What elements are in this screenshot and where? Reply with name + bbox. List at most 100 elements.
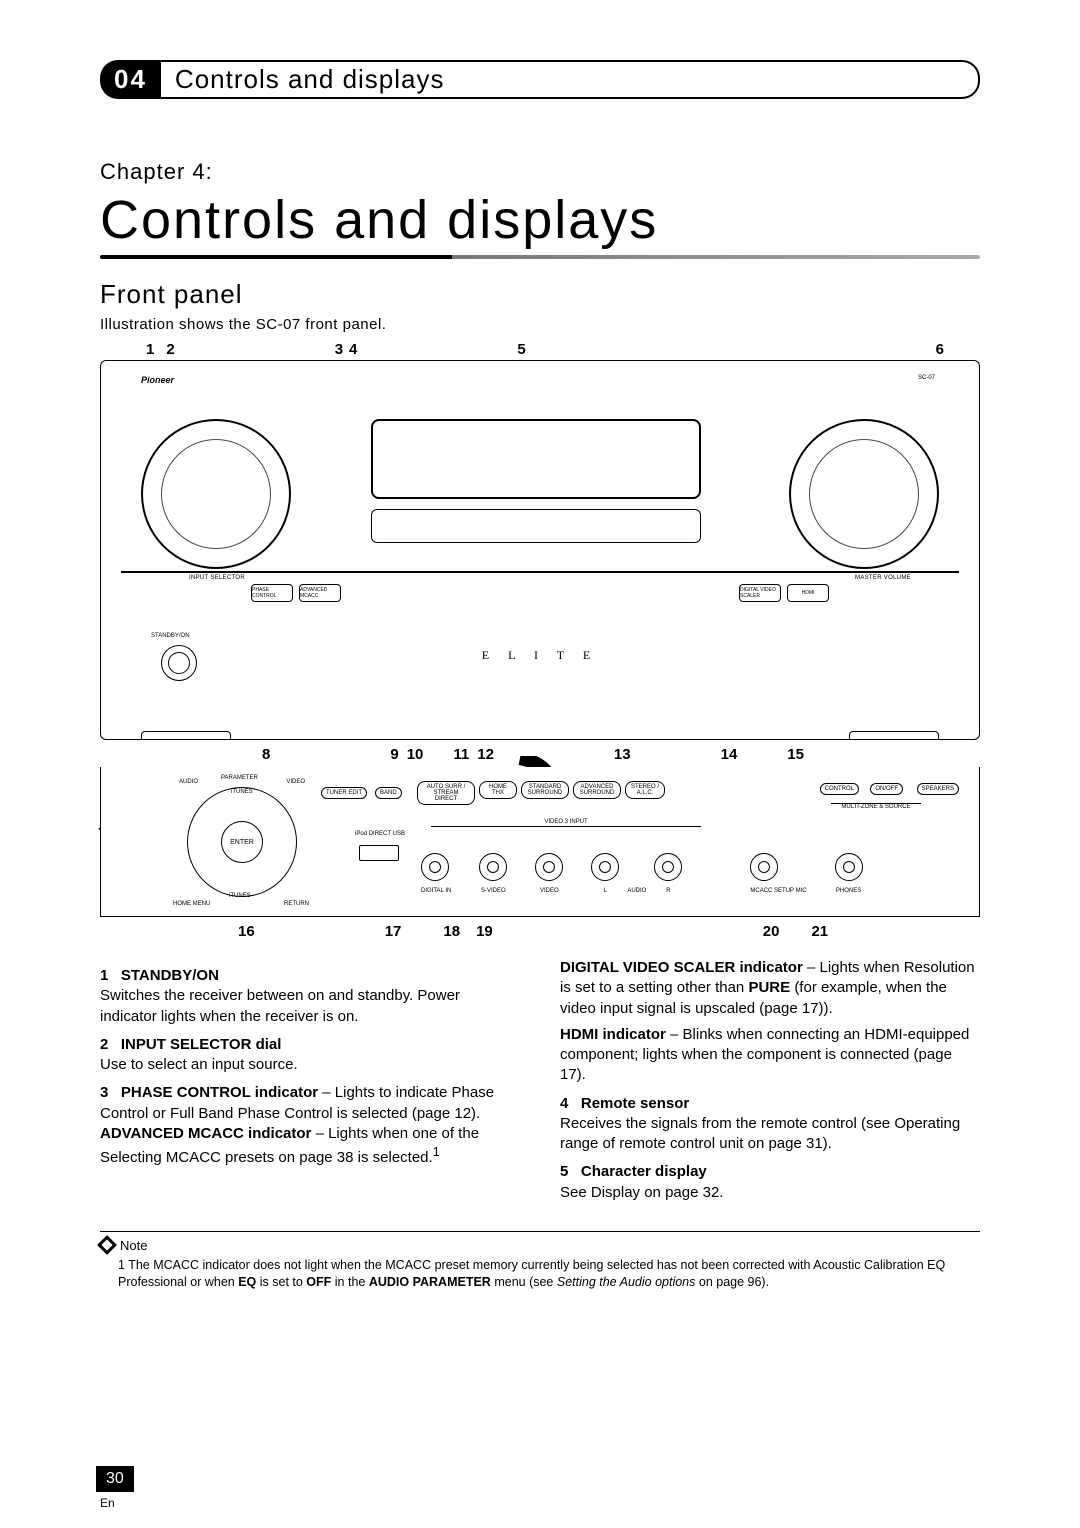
video3-label: VIDEO 3 INPUT xyxy=(431,819,701,827)
ipod-label: iPod DIRECT USB xyxy=(355,831,405,837)
return-label: RETURN xyxy=(284,901,309,907)
home-menu-label: HOME MENU xyxy=(173,901,210,907)
item-1-body: Switches the receiver between on and sta… xyxy=(100,986,520,1027)
callout-6: 6 xyxy=(936,341,944,358)
item-1-title: 1 STANDBY/ON xyxy=(100,966,520,986)
callout-1: 1 xyxy=(146,341,154,358)
header-title: Controls and displays xyxy=(161,60,980,99)
note-b3: AUDIO PARAMETER xyxy=(369,1275,491,1289)
foot-right-icon xyxy=(849,731,939,740)
r1-bold: PURE xyxy=(748,979,790,996)
top-callout-row: 1 2 3 4 5 6 xyxy=(100,341,980,358)
r4-body-b: on page 32. xyxy=(644,1184,723,1201)
usb-port-icon xyxy=(359,845,399,861)
note-text: 1 The MCACC indicator does not light whe… xyxy=(100,1257,980,1291)
right-item-3-body: Receives the signals from the remote con… xyxy=(560,1114,980,1155)
r3-label: Remote sensor xyxy=(581,1095,689,1112)
item-2-label: INPUT SELECTOR dial xyxy=(121,1036,282,1053)
jacks-row: DIGITAL IN S-VIDEO VIDEO L AUDIO R MCACC… xyxy=(421,853,863,894)
description-columns: 1 STANDBY/ON Switches the receiver betwe… xyxy=(100,958,980,1203)
right-column: DIGITAL VIDEO SCALER indicator – Lights … xyxy=(560,958,980,1203)
adv-surr-pill: ADVANCED SURROUND xyxy=(573,781,621,799)
tuner-edit-pill: TUNER EDIT xyxy=(321,787,367,799)
phones-label: PHONES xyxy=(835,888,863,894)
right-item-4-title: 5 Character display xyxy=(560,1162,980,1182)
note-label: Note xyxy=(100,1238,980,1253)
speakers-pill: SPEAKERS xyxy=(917,783,959,795)
audio-r-jack-icon xyxy=(654,853,682,881)
elite-badge: E L I T E xyxy=(482,648,598,663)
auto-surr-pill: AUTO SURR / STREAM DIRECT xyxy=(417,781,475,805)
r1-label: DIGITAL VIDEO SCALER indicator xyxy=(560,959,803,976)
front-panel-illustration: Pioneer SC-07 INPUT SELECTOR MASTER VOLU… xyxy=(100,360,980,740)
dpad-control-icon: ENTER AUDIO PARAMETER VIDEO iTUNES HOME … xyxy=(187,787,297,897)
brand-label: Pioneer xyxy=(141,375,174,385)
input-selector-label: INPUT SELECTOR xyxy=(187,575,247,581)
callout-15: 15 xyxy=(787,746,804,763)
standby-knob-icon xyxy=(161,645,197,681)
r4-body-a: See xyxy=(560,1184,591,1201)
right-item-4-body: See Display on page 32. xyxy=(560,1183,980,1203)
callout-17: 17 xyxy=(385,923,402,940)
audio-l-jack-icon xyxy=(591,853,619,881)
r3-num: 4 xyxy=(560,1095,568,1112)
onoff-pill: ON/OFF xyxy=(870,783,903,795)
phase-control-button: PHASE CONTROL xyxy=(251,584,293,602)
hdmi-button: HDMI xyxy=(787,584,829,602)
chapter-label: Chapter 4: xyxy=(100,159,980,185)
note-d: menu (see xyxy=(494,1275,557,1289)
digital-in-label: DIGITAL IN xyxy=(421,888,451,894)
item-3b: ADVANCED MCACC indicator – Lights when o… xyxy=(100,1124,520,1169)
character-display-icon xyxy=(371,419,701,499)
callout-2: 2 xyxy=(166,341,174,358)
callout-9: 9 xyxy=(390,746,398,763)
right-item-1: DIGITAL VIDEO SCALER indicator – Lights … xyxy=(560,958,980,1019)
item-3-num: 3 xyxy=(100,1084,108,1101)
mid-divider xyxy=(121,571,959,573)
audio-label: AUDIO xyxy=(179,779,198,785)
item-1-label: STANDBY/ON xyxy=(121,967,219,984)
item-3: 3 PHASE CONTROL indicator – Lights to in… xyxy=(100,1083,520,1124)
left-column: 1 STANDBY/ON Switches the receiver betwe… xyxy=(100,958,520,1203)
item-1-num: 1 xyxy=(100,967,108,984)
audio-label: AUDIO xyxy=(627,888,646,894)
control-pill: CONTROL xyxy=(820,783,859,795)
video-jack-label: VIDEO xyxy=(535,888,563,894)
bottom-callout-row: 16 17 18 19 20 21 xyxy=(100,923,980,940)
callout-5: 5 xyxy=(517,341,525,358)
note-rule xyxy=(100,1231,980,1232)
callout-20: 20 xyxy=(763,923,780,940)
video-jack-icon xyxy=(535,853,563,881)
mcacc-label: MCACC SETUP MIC xyxy=(750,888,806,894)
digital-in-jack-icon xyxy=(421,853,449,881)
item-3b-label: ADVANCED MCACC indicator xyxy=(100,1125,311,1142)
note-b1: EQ xyxy=(238,1275,256,1289)
callout-16: 16 xyxy=(238,923,255,940)
standby-label: STANDBY/ON xyxy=(151,633,190,639)
r2-label: HDMI indicator xyxy=(560,1026,666,1043)
note-e: on page 96). xyxy=(699,1275,769,1289)
r4-label: Character display xyxy=(581,1163,707,1180)
standard-pill: STANDARD SURROUND xyxy=(521,781,569,799)
svideo-label: S-VIDEO xyxy=(479,888,507,894)
callout-18: 18 xyxy=(443,923,460,940)
lower-panel-illustration: ENTER AUDIO PARAMETER VIDEO iTUNES HOME … xyxy=(100,767,980,917)
note-label-text: Note xyxy=(120,1238,147,1253)
item-3b-link: Selecting MCACC presets xyxy=(100,1149,274,1166)
r3-body-a: Receives the signals from the remote con… xyxy=(560,1115,894,1132)
r4-num: 5 xyxy=(560,1163,568,1180)
multizone-label: MULTI-ZONE & SOURCE xyxy=(831,803,921,810)
callout-8: 8 xyxy=(262,746,270,763)
callout-4: 4 xyxy=(349,341,357,358)
page-language: En xyxy=(100,1496,115,1510)
callout-14: 14 xyxy=(721,746,738,763)
enter-button: ENTER xyxy=(221,821,263,863)
itunes-label: iTUNES xyxy=(231,789,253,795)
r3-body-b: on page 31). xyxy=(748,1135,832,1152)
callout-13: 13 xyxy=(614,746,631,763)
audio-l-label: L xyxy=(591,888,619,894)
page-number: 30 xyxy=(96,1466,134,1492)
note-b: is set to xyxy=(260,1275,307,1289)
section-title: Front panel xyxy=(100,279,980,310)
right-item-3-title: 4 Remote sensor xyxy=(560,1094,980,1114)
